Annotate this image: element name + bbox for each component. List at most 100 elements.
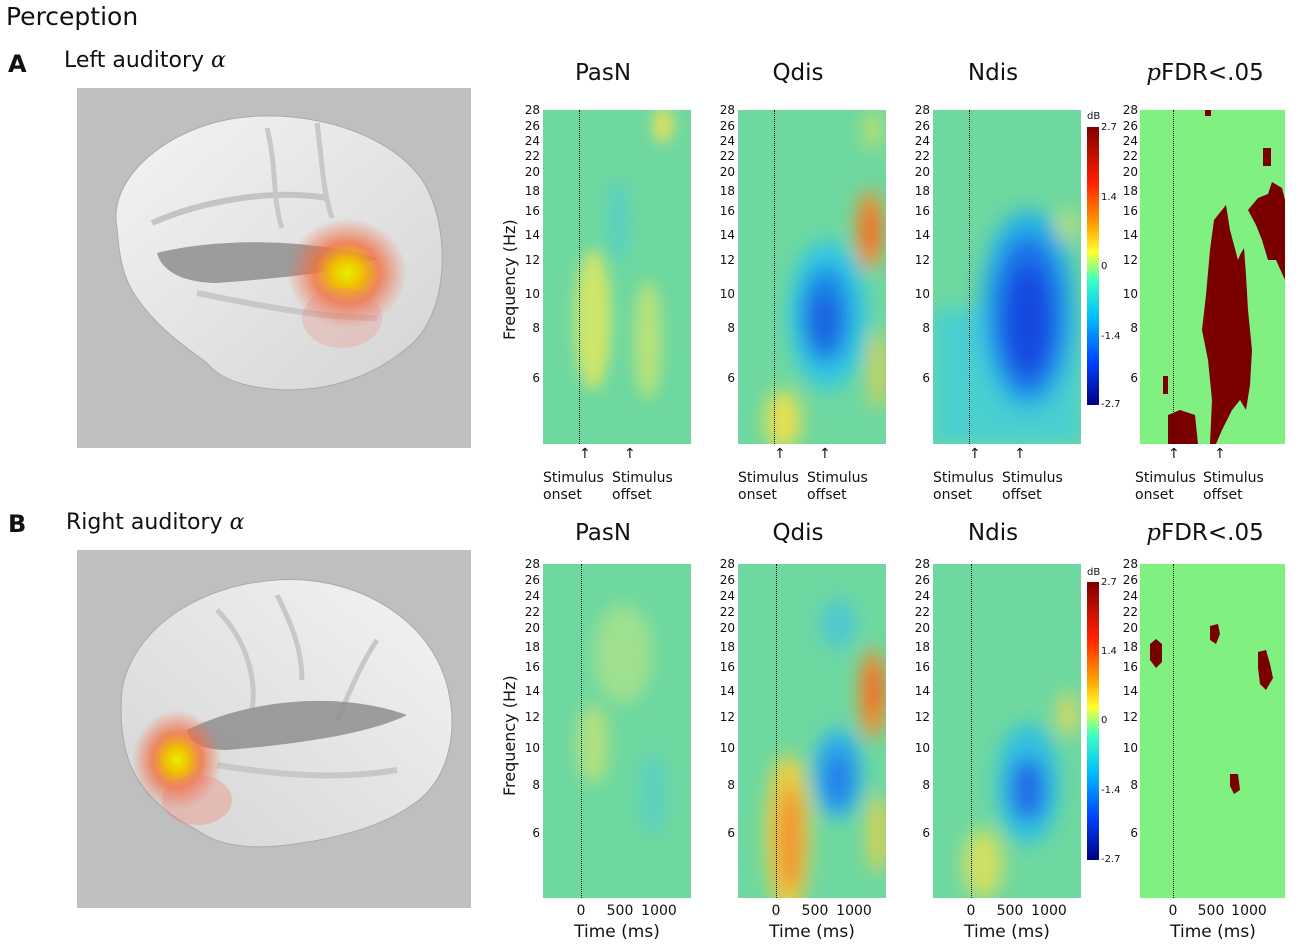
- ytick: 26: [719, 573, 735, 587]
- ytick: 16: [1122, 660, 1138, 674]
- ytick: 24: [719, 134, 735, 148]
- ytick: 8: [532, 321, 540, 335]
- ytick: 14: [914, 684, 930, 698]
- xtick: 0: [966, 903, 976, 919]
- ytick: 16: [914, 204, 930, 218]
- ytick: 12: [1122, 253, 1138, 267]
- ytick: 18: [719, 640, 735, 654]
- xtick: 500: [996, 903, 1024, 919]
- ytick: 20: [914, 621, 930, 635]
- ytick: 6: [922, 826, 930, 840]
- heatmap-ndis-b: [933, 564, 1081, 898]
- ytick: 26: [1122, 573, 1138, 587]
- ytick: 8: [922, 321, 930, 335]
- ytick: 28: [524, 103, 540, 117]
- cb-tick: 1.4: [1101, 646, 1117, 657]
- ytick: 24: [1122, 134, 1138, 148]
- xlabel-pasn: Time (ms): [574, 922, 660, 942]
- ytick: 28: [1122, 557, 1138, 571]
- right-brain-image: [120, 579, 453, 848]
- ytick: 20: [1122, 621, 1138, 635]
- ytick: 12: [914, 710, 930, 724]
- heatmap-ndis-a: [933, 110, 1081, 444]
- arrow-up-icon: ↑: [969, 446, 981, 462]
- ytick: 14: [914, 228, 930, 242]
- stim-offset-label: Stimulus offset: [1203, 470, 1264, 503]
- ytick: 6: [532, 826, 540, 840]
- ytick: 6: [1130, 826, 1138, 840]
- title-pasn-b: PasN: [574, 520, 632, 546]
- heatmap-pasn-b: [543, 564, 691, 898]
- ytick: 14: [524, 684, 540, 698]
- ytick: 10: [719, 287, 735, 301]
- ytick: 10: [719, 741, 735, 755]
- ytick: 8: [922, 778, 930, 792]
- brain-label-a: Left auditory α: [64, 48, 226, 73]
- xtick: 1000: [641, 903, 677, 919]
- panel-letter-b: B: [8, 510, 27, 538]
- ytick: 26: [719, 119, 735, 133]
- ytick: 8: [727, 778, 735, 792]
- ytick: 16: [914, 660, 930, 674]
- ytick: 24: [719, 589, 735, 603]
- arrow-up-icon: ↑: [1214, 446, 1226, 462]
- ytick: 10: [1122, 741, 1138, 755]
- xtick: 1000: [1031, 903, 1067, 919]
- ytick: 22: [1122, 149, 1138, 163]
- xtick: 500: [606, 903, 634, 919]
- stim-onset-label: Stimulus onset: [933, 470, 994, 503]
- arrow-up-icon: ↑: [819, 446, 831, 462]
- ytick: 10: [914, 287, 930, 301]
- cb-tick: 0: [1101, 261, 1108, 272]
- right-brain-panel: [77, 550, 471, 908]
- page-title: Perception: [6, 2, 139, 31]
- cb-tick: 1.4: [1101, 192, 1117, 203]
- ytick: 20: [719, 165, 735, 179]
- title-ndis-b: Ndis: [967, 520, 1019, 546]
- stim-offset-label: Stimulus offset: [612, 470, 673, 503]
- ytick: 12: [524, 253, 540, 267]
- ytick: 22: [524, 605, 540, 619]
- xtick: 1000: [1231, 903, 1267, 919]
- colorbar-a: [1087, 127, 1099, 405]
- xtick: 1000: [836, 903, 872, 919]
- title-ndis-a: Ndis: [967, 60, 1019, 86]
- title-pfdr-a: pFDR<.05: [1146, 60, 1264, 86]
- ytick: 20: [524, 165, 540, 179]
- ytick: 22: [719, 149, 735, 163]
- ytick: 12: [719, 710, 735, 724]
- xtick: 0: [576, 903, 586, 919]
- arrow-up-icon: ↑: [579, 446, 591, 462]
- ytick: 24: [914, 134, 930, 148]
- ytick: 18: [914, 640, 930, 654]
- ytick: 12: [719, 253, 735, 267]
- ytick: 22: [524, 149, 540, 163]
- ytick: 6: [727, 826, 735, 840]
- title-pasn-a: PasN: [574, 60, 632, 86]
- ytick: 16: [719, 204, 735, 218]
- ytick: 6: [727, 371, 735, 385]
- ytick: 6: [532, 371, 540, 385]
- ytick: 10: [524, 287, 540, 301]
- ytick: 28: [914, 557, 930, 571]
- ytick: 8: [532, 778, 540, 792]
- ytick: 14: [524, 228, 540, 242]
- ytick: 20: [719, 621, 735, 635]
- ytick: 26: [1122, 119, 1138, 133]
- ytick: 24: [1122, 589, 1138, 603]
- heatmap-pasn-a: [543, 110, 691, 444]
- ytick: 6: [922, 371, 930, 385]
- ytick: 10: [524, 741, 540, 755]
- ytick: 26: [914, 573, 930, 587]
- ytick: 14: [719, 684, 735, 698]
- xtick: 500: [1197, 903, 1225, 919]
- cb-tick: -1.4: [1101, 785, 1121, 796]
- ytick: 22: [914, 605, 930, 619]
- stim-offset-label: Stimulus offset: [1002, 470, 1063, 503]
- ytick: 10: [1122, 287, 1138, 301]
- ytick: 16: [1122, 204, 1138, 218]
- ytick: 14: [719, 228, 735, 242]
- ytick: 24: [524, 589, 540, 603]
- ytick: 22: [914, 149, 930, 163]
- pfdr-map-b: [1140, 564, 1285, 898]
